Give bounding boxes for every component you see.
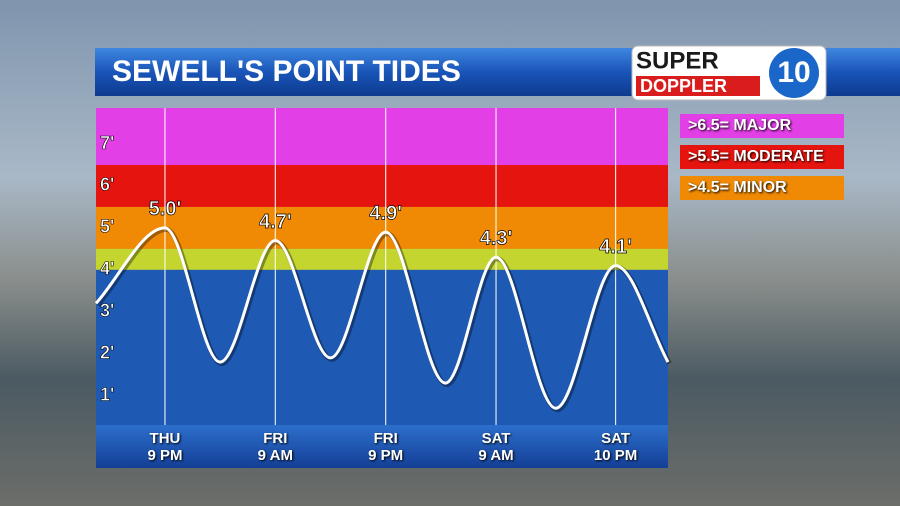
chart-title: SEWELL'S POINT TIDES	[112, 55, 461, 88]
y-tick-label: 6'	[100, 175, 114, 195]
logo-top: SUPER	[636, 47, 719, 74]
x-tick-label: FRI 9 AM	[257, 430, 293, 464]
logo-circle	[769, 48, 819, 98]
y-tick-label: 5'	[100, 217, 114, 237]
peak-label: 4.1'	[599, 236, 632, 258]
legend-entry: >5.5= MODERATE	[680, 145, 844, 169]
x-tick-label: FRI 9 PM	[368, 430, 404, 464]
x-axis-band	[96, 425, 668, 468]
logo-band	[636, 76, 760, 96]
zone	[96, 108, 668, 166]
peak-label: 4.9'	[369, 202, 402, 224]
logo-number: 10	[777, 56, 810, 89]
zone	[96, 248, 668, 270]
logo-bottom: DOPPLER	[640, 76, 727, 96]
y-tick-label: 1'	[100, 384, 114, 404]
legend-entry: >6.5= MAJOR	[680, 114, 844, 138]
y-tick-label: 3'	[100, 301, 114, 321]
tide-line	[94, 226, 670, 410]
zone	[96, 206, 668, 249]
y-tick-label: 4'	[100, 259, 114, 279]
peak-label: 4.7'	[259, 211, 292, 233]
y-tick-label: 7'	[100, 133, 114, 153]
peak-label: 4.3'	[480, 228, 513, 250]
y-tick-label: 2'	[100, 342, 114, 362]
x-tick-label: THU 9 PM	[147, 430, 183, 464]
legend-entry: >4.5= MINOR	[680, 176, 844, 200]
zone	[96, 165, 668, 207]
peak-label: 5.0'	[149, 198, 182, 220]
x-tick-label: SAT 10 PM	[593, 430, 638, 464]
x-tick-label: SAT 9 AM	[478, 430, 514, 464]
